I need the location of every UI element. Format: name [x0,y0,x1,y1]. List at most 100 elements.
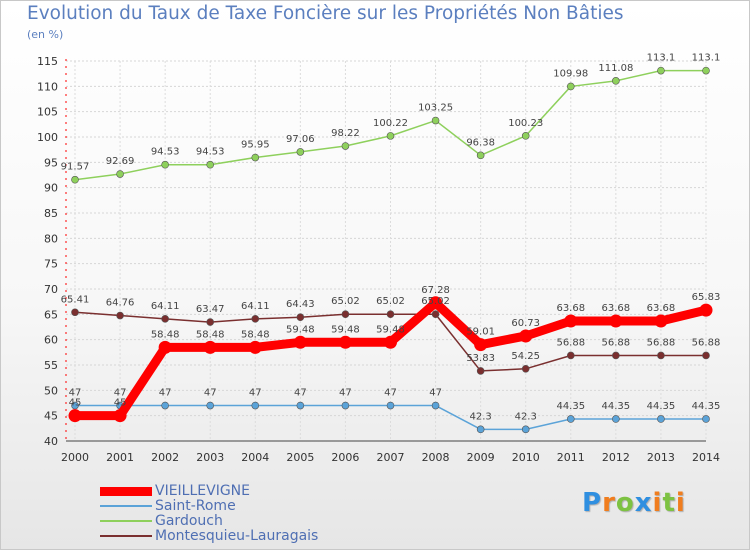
data-point-vieillevigne [699,303,713,317]
data-point-gardouch [431,116,440,125]
data-label-saint-rome: 47 [429,388,442,399]
data-label-vieillevigne: 58.48 [151,329,180,340]
data-point-gardouch [657,66,665,75]
data-point-gardouch [296,148,305,156]
data-point-vieillevigne [384,335,397,349]
data-label-gardouch: 95.95 [241,140,270,151]
data-point-vieillevigne [248,340,262,354]
x-tick-label: 2003 [196,451,224,464]
data-label-gardouch: 100.23 [508,118,543,129]
y-tick-label: 50 [44,384,58,397]
data-label-vieillevigne: 58.48 [241,329,270,340]
data-label-saint-rome: 47 [384,388,397,399]
x-tick-label: 2012 [602,451,630,464]
data-point-saint-rome [341,401,350,410]
data-point-montesquieu-lauragais [521,364,530,373]
x-tick-label: 2000 [61,451,89,464]
legend-item-vieillevigne: VIEILLEVIGNE [100,483,400,499]
data-label-gardouch: 103.25 [418,103,453,114]
data-label-gardouch: 109.98 [553,68,588,79]
data-label-saint-rome: 47 [204,388,217,399]
x-tick-label: 2011 [557,451,585,464]
logo-letter: o [615,488,635,518]
data-point-montesquieu-lauragais [431,310,440,319]
x-tick-label: 2006 [331,451,359,464]
x-tick-label: 2007 [377,451,405,464]
data-point-montesquieu-lauragais [386,310,395,319]
data-label-montesquieu-lauragais: 64.43 [286,299,315,310]
data-point-saint-rome [161,401,169,410]
data-point-saint-rome [702,415,710,423]
data-label-montesquieu-lauragais: 65.02 [421,296,450,307]
data-point-montesquieu-lauragais [341,310,350,319]
data-point-montesquieu-lauragais [566,351,575,360]
data-label-saint-rome: 44.35 [692,401,721,412]
data-point-vieillevigne [293,335,307,349]
legend-item-montesquieu-lauragais: Montesquieu-Lauragais [100,528,400,544]
data-label-montesquieu-lauragais: 65.02 [331,296,360,307]
data-label-saint-rome: 42.3 [470,411,492,422]
x-tick-label: 2001 [106,451,134,464]
legend-label: Saint-Rome [155,498,236,514]
data-label-vieillevigne: 65.83 [692,292,721,303]
data-label-vieillevigne: 45 [69,398,82,409]
data-point-gardouch [161,160,169,169]
data-point-vieillevigne [338,335,352,349]
x-tick-label: 2005 [286,451,314,464]
data-label-saint-rome: 47 [69,388,82,399]
chart-title: Evolution du Taux de Taxe Foncière sur l… [27,3,624,24]
data-label-montesquieu-lauragais: 54.25 [511,351,540,362]
data-label-saint-rome: 44.35 [556,401,585,412]
y-tick-label: 110 [37,80,58,93]
data-point-montesquieu-lauragais [161,315,169,323]
data-point-saint-rome [296,401,305,410]
logo-letter: r [602,488,616,518]
data-label-vieillevigne: 59.48 [376,324,405,335]
data-label-gardouch: 92.69 [106,156,135,167]
logo-letter: t [662,488,676,518]
data-label-montesquieu-lauragais: 64.11 [151,301,180,312]
data-point-gardouch [71,175,79,184]
legend-label: Gardouch [155,513,223,529]
data-point-montesquieu-lauragais [71,308,79,317]
data-point-montesquieu-lauragais [116,311,124,320]
data-point-saint-rome [71,401,79,410]
x-tick-label: 2010 [512,451,540,464]
x-tick-label: 2013 [647,451,675,464]
data-label-montesquieu-lauragais: 63.47 [196,304,225,315]
y-tick-label: 100 [37,131,58,144]
data-point-gardouch [116,170,124,178]
data-label-saint-rome: 44.35 [647,401,676,412]
data-label-saint-rome: 47 [339,388,352,399]
data-point-vieillevigne [564,314,578,328]
data-label-gardouch: 97.06 [286,134,315,145]
data-label-gardouch: 94.53 [196,147,225,158]
data-point-saint-rome [657,415,665,423]
data-label-saint-rome: 44.35 [602,401,631,412]
data-label-gardouch: 113.1 [692,53,721,64]
data-label-gardouch: 111.08 [598,63,633,74]
data-point-montesquieu-lauragais [476,367,485,375]
data-point-gardouch [612,77,620,85]
logo-letter: P [582,488,603,518]
data-point-saint-rome [431,401,440,410]
data-point-gardouch [206,160,215,169]
data-point-saint-rome [612,415,620,423]
legend-label: Montesquieu-Lauragais [155,528,319,544]
y-tick-label: 65 [44,308,58,321]
data-point-saint-rome [206,401,215,410]
data-label-gardouch: 94.53 [151,147,180,158]
data-point-gardouch [521,132,530,140]
x-tick-label: 2008 [422,451,450,464]
data-point-gardouch [251,153,260,162]
data-label-vieillevigne: 60.73 [511,318,540,329]
legend: VIEILLEVIGNE Saint-Rome Gardouch Montesquie… [100,483,400,544]
y-axis-unit: (en %) [27,28,64,41]
data-label-saint-rome: 47 [249,388,262,399]
data-point-montesquieu-lauragais [612,351,620,360]
x-tick-label: 2004 [241,451,269,464]
data-label-vieillevigne: 63.68 [602,303,631,314]
proxiti-logo: Proxiti [582,488,686,518]
data-label-vieillevigne: 45 [114,398,127,409]
data-point-saint-rome [521,425,530,434]
